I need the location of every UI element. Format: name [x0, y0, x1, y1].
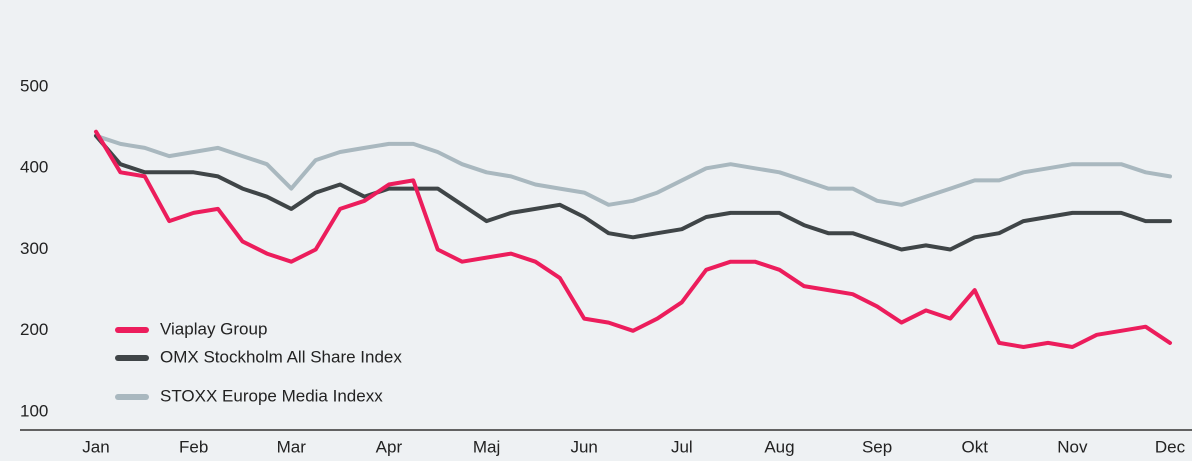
- line-series: [94, 133, 1172, 252]
- line-series: [94, 133, 1172, 207]
- x-tick-label: Dec: [1155, 437, 1186, 456]
- x-tick-label: Okt: [962, 437, 989, 456]
- x-tick-label: Jun: [570, 437, 597, 456]
- line-series: [94, 129, 1172, 349]
- y-tick-label: 400: [20, 158, 48, 177]
- x-tick-label: Jan: [82, 437, 109, 456]
- x-tick-label: Maj: [473, 437, 500, 456]
- y-tick-label: 300: [20, 239, 48, 258]
- y-tick-label: 200: [20, 320, 48, 339]
- legend-label: STOXX Europe Media Indexx: [160, 386, 383, 405]
- x-tick-label: Jul: [671, 437, 693, 456]
- x-tick-label: Mar: [277, 437, 307, 456]
- x-tick-label: Aug: [764, 437, 794, 456]
- y-tick-label: 100: [20, 401, 48, 420]
- x-tick-label: Apr: [376, 437, 403, 456]
- y-tick-label: 500: [20, 76, 48, 95]
- legend-label: Viaplay Group: [160, 319, 267, 338]
- x-tick-label: Feb: [179, 437, 208, 456]
- x-tick-label: Sep: [862, 437, 892, 456]
- legend-label: OMX Stockholm All Share Index: [160, 347, 402, 366]
- x-tick-label: Nov: [1057, 437, 1088, 456]
